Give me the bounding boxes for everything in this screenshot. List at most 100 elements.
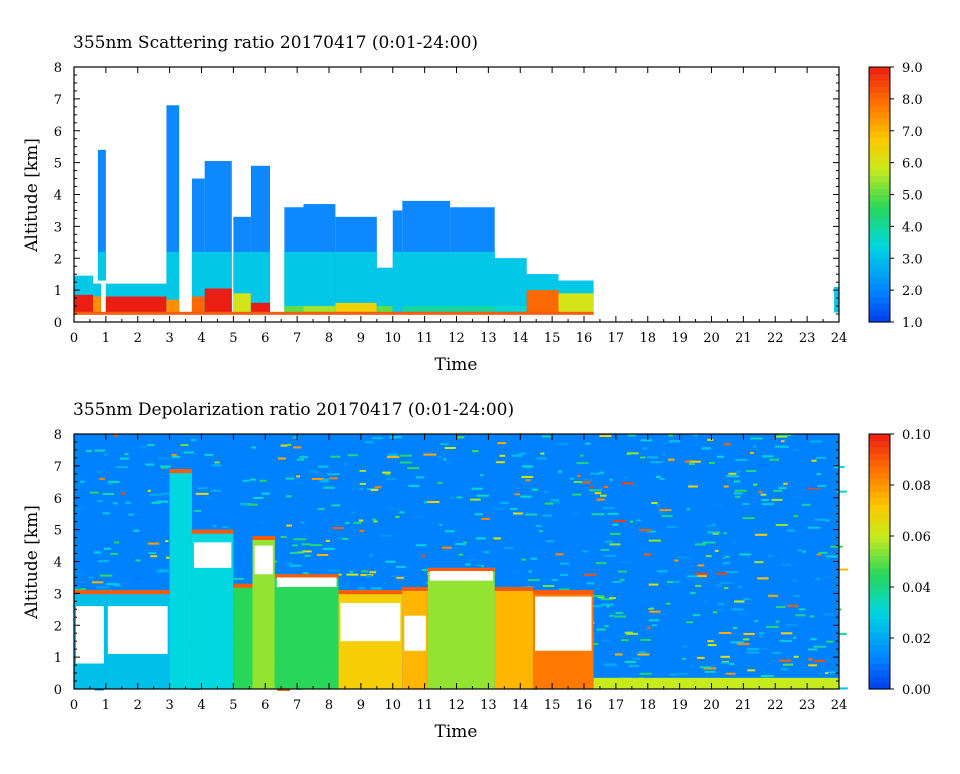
noise-speck bbox=[211, 464, 222, 467]
x-tick-label: 18 bbox=[639, 331, 656, 346]
noise-speck bbox=[726, 475, 740, 478]
noise-speck bbox=[816, 456, 826, 459]
noise-speck bbox=[527, 579, 540, 582]
noise-speck bbox=[639, 529, 652, 532]
noise-speck bbox=[814, 518, 826, 521]
noise-speck bbox=[542, 435, 551, 438]
depol-column bbox=[169, 469, 192, 689]
noise-speck bbox=[385, 473, 391, 476]
colorbar-segment bbox=[869, 561, 890, 569]
noise-speck bbox=[293, 538, 307, 541]
noise-speck bbox=[695, 543, 706, 546]
noise-speck bbox=[385, 560, 396, 563]
noise-speck bbox=[328, 569, 341, 572]
colorbar-segment bbox=[869, 631, 890, 639]
x-tick-label: 13 bbox=[480, 331, 497, 346]
noise-speck bbox=[462, 434, 473, 437]
noise-speck bbox=[697, 656, 705, 659]
noise-speck bbox=[513, 512, 524, 515]
x-tick-label: 17 bbox=[608, 331, 625, 346]
noise-speck bbox=[156, 570, 169, 573]
noise-speck bbox=[292, 436, 299, 439]
colorbar-segment bbox=[869, 650, 890, 658]
signal-core bbox=[335, 302, 377, 313]
noise-speck bbox=[730, 482, 735, 485]
noise-speck bbox=[437, 456, 442, 459]
colorbar-segment bbox=[869, 510, 890, 518]
noise-speck bbox=[603, 554, 616, 557]
noise-speck bbox=[686, 575, 698, 578]
noise-speck bbox=[280, 444, 288, 447]
noise-speck bbox=[743, 598, 751, 601]
x-tick-label: 8 bbox=[325, 331, 333, 346]
noise-speck bbox=[600, 598, 613, 601]
noise-speck bbox=[323, 486, 335, 489]
noise-speck bbox=[518, 452, 527, 455]
noise-speck bbox=[736, 641, 744, 644]
noise-speck bbox=[416, 574, 422, 577]
noise-speck bbox=[807, 648, 818, 651]
noise-speck bbox=[825, 672, 829, 675]
x-tick-label: 10 bbox=[384, 331, 401, 346]
noise-speck bbox=[399, 511, 405, 514]
colorbar-segment bbox=[869, 536, 890, 543]
noise-speck bbox=[758, 464, 771, 467]
noise-speck bbox=[682, 657, 686, 660]
colorbar-segment bbox=[869, 504, 890, 512]
noise-speck bbox=[649, 619, 659, 622]
noise-speck bbox=[682, 645, 688, 648]
noise-speck bbox=[775, 524, 788, 526]
colorbar-segment bbox=[869, 612, 890, 620]
noise-speck bbox=[96, 500, 104, 502]
noise-speck bbox=[96, 586, 109, 589]
noise-speck bbox=[290, 551, 299, 554]
noise-speck bbox=[297, 551, 304, 554]
noise-speck bbox=[250, 478, 257, 481]
noise-speck bbox=[293, 446, 302, 449]
noise-speck bbox=[114, 541, 120, 544]
noise-speck bbox=[640, 638, 651, 641]
colorbar-segment bbox=[869, 251, 890, 259]
colorbar-segment bbox=[869, 175, 890, 183]
noise-speck bbox=[359, 529, 365, 532]
noise-speck bbox=[672, 437, 685, 439]
noise-speck bbox=[570, 537, 577, 540]
noise-speck bbox=[559, 588, 570, 591]
no-data-region bbox=[193, 542, 232, 568]
noise-speck bbox=[782, 663, 794, 666]
noise-speck bbox=[648, 607, 654, 610]
noise-speck bbox=[474, 513, 483, 516]
depol-cloud-top bbox=[494, 587, 533, 591]
y-tick-label: 6 bbox=[54, 125, 62, 140]
y-tick-label: 1 bbox=[54, 284, 62, 299]
noise-speck bbox=[130, 582, 139, 585]
x-tick-label: 13 bbox=[480, 698, 497, 713]
noise-speck bbox=[204, 453, 214, 456]
noise-speck bbox=[510, 571, 523, 574]
noise-speck bbox=[374, 486, 382, 489]
noise-speck bbox=[354, 578, 366, 581]
noise-speck bbox=[233, 577, 244, 580]
noise-speck bbox=[574, 512, 578, 514]
noise-speck bbox=[713, 611, 718, 614]
noise-speck bbox=[600, 548, 610, 551]
noise-speck bbox=[785, 445, 789, 448]
signal-core bbox=[376, 306, 393, 313]
noise-speck bbox=[342, 537, 349, 540]
noise-speck bbox=[620, 561, 633, 563]
noise-speck bbox=[471, 487, 483, 490]
noise-speck bbox=[583, 478, 593, 481]
colorbar-segment bbox=[869, 657, 890, 665]
x-tick-label: 3 bbox=[165, 331, 173, 346]
colorbar-segment bbox=[869, 220, 890, 227]
noise-speck bbox=[94, 449, 106, 452]
x-tick-label: 11 bbox=[416, 698, 433, 713]
signal-core bbox=[191, 296, 205, 313]
colorbar-tick-label: 0.08 bbox=[902, 479, 931, 494]
noise-speck bbox=[180, 444, 189, 447]
noise-speck bbox=[395, 565, 406, 568]
noise-speck bbox=[780, 440, 785, 443]
colorbar-segment bbox=[869, 130, 890, 138]
noise-speck bbox=[824, 575, 832, 578]
noise-speck bbox=[89, 491, 99, 494]
